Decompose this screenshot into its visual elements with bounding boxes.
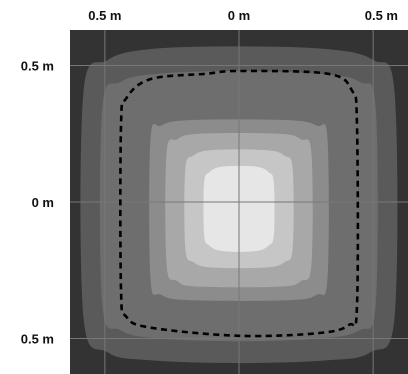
x-tick-labels: 0.5 m 0 m 0.5 m [88,8,398,23]
dashed-boundary [119,69,360,338]
y-tick-label-3: 0.5 m [21,332,54,347]
x-tick-label-2: 0 m [228,8,250,23]
y-tick-label-1: 0.5 m [21,58,54,73]
x-tick-label-3: 0.5 m [365,8,398,23]
y-tick-label-2: 0 m [32,195,54,210]
y-tick-labels: 0.5 m 0 m 0.5 m [21,58,54,346]
grid-lines [70,30,408,374]
x-tick-label-1: 0.5 m [88,8,121,23]
